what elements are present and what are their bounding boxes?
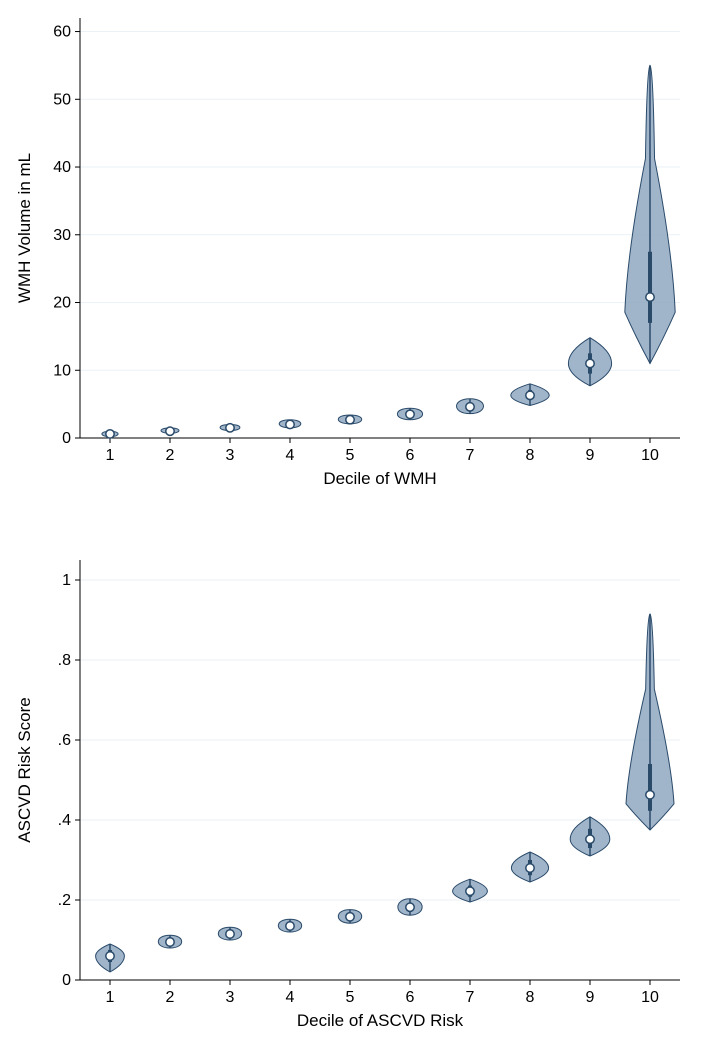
svg-text:1: 1	[62, 572, 71, 589]
svg-text:ASCVD Risk Score: ASCVD Risk Score	[15, 697, 34, 842]
svg-text:3: 3	[226, 447, 235, 464]
svg-text:7: 7	[466, 447, 475, 464]
svg-text:20: 20	[53, 295, 71, 312]
svg-text:1: 1	[106, 989, 115, 1006]
svg-text:6: 6	[406, 989, 415, 1006]
svg-text:50: 50	[53, 91, 71, 108]
svg-text:2: 2	[166, 447, 175, 464]
svg-text:WMH Volume in mL: WMH Volume in mL	[15, 153, 34, 303]
figure-container: 010203040506012345678910Decile of WMHWMH…	[0, 0, 709, 1056]
svg-text:5: 5	[346, 989, 355, 1006]
svg-text:Decile of ASCVD Risk: Decile of ASCVD Risk	[297, 1011, 464, 1030]
svg-text:10: 10	[641, 989, 659, 1006]
svg-text:.6: .6	[58, 732, 71, 749]
chart-svg: 010203040506012345678910Decile of WMHWMH…	[0, 0, 709, 1056]
svg-text:40: 40	[53, 159, 71, 176]
svg-text:8: 8	[526, 447, 535, 464]
svg-text:2: 2	[166, 989, 175, 1006]
svg-text:30: 30	[53, 227, 71, 244]
svg-text:0: 0	[62, 430, 71, 447]
svg-text:.2: .2	[58, 892, 71, 909]
svg-text:60: 60	[53, 24, 71, 41]
svg-text:6: 6	[406, 447, 415, 464]
svg-text:10: 10	[53, 362, 71, 379]
svg-text:.4: .4	[58, 812, 71, 829]
svg-text:Decile of WMH: Decile of WMH	[323, 469, 436, 488]
svg-text:4: 4	[286, 989, 295, 1006]
svg-text:7: 7	[466, 989, 475, 1006]
svg-text:3: 3	[226, 989, 235, 1006]
svg-text:0: 0	[62, 972, 71, 989]
svg-text:4: 4	[286, 447, 295, 464]
svg-text:9: 9	[586, 989, 595, 1006]
svg-text:1: 1	[106, 447, 115, 464]
svg-text:10: 10	[641, 447, 659, 464]
svg-text:5: 5	[346, 447, 355, 464]
svg-text:8: 8	[526, 989, 535, 1006]
svg-text:.8: .8	[58, 652, 71, 669]
svg-text:9: 9	[586, 447, 595, 464]
